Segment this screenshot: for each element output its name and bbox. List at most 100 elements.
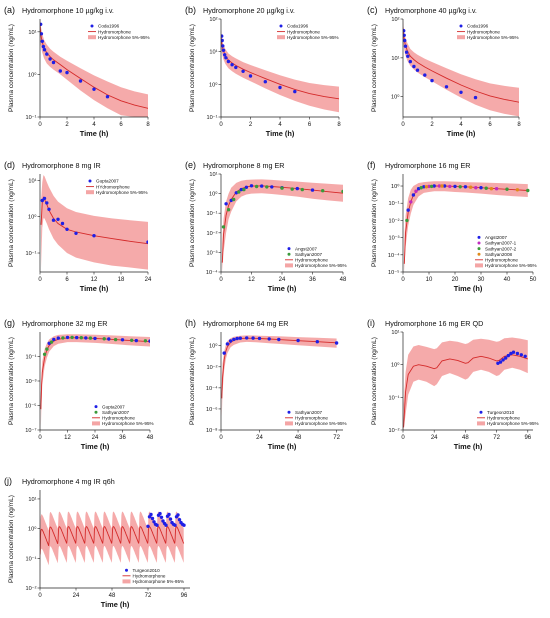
legend: Gupta2007Sathyan2007HydromorphoneHydromo…: [92, 404, 154, 426]
data-point-gupta2007: [148, 339, 150, 343]
y-axis-label: Plasma concentration (ng/mL): [189, 337, 196, 425]
y-tick-label: 10¹: [391, 56, 399, 62]
legend-marker: [477, 252, 481, 256]
data-point-sathyan2007-1: [494, 187, 499, 191]
data-point-turgeon2010: [158, 511, 162, 516]
y-tick-label: 10⁻⁴: [388, 252, 400, 259]
panel-i: (i) Hydromorphone 16 mg ER QD 0 24 48 72 96 10⁻…: [367, 318, 539, 451]
legend-label: Sathyan2007: [295, 410, 323, 415]
x-tick-label: 2: [249, 122, 253, 128]
panel-c: (c) Hydromorphone 40 µg/kg i.v. 0 2 4 6 8 10⁰ 10…: [367, 5, 521, 138]
data-point-turgeon2010: [152, 520, 156, 524]
data-point-coda1996: [415, 68, 420, 72]
data-point-sathyan2007: [225, 342, 230, 346]
data-point-sathyan2008: [424, 185, 429, 189]
chart-title: Hydromorphone 40 µg/kg i.v.: [385, 6, 477, 15]
data-point-angst2007: [249, 184, 254, 188]
x-tick-label: 4: [92, 122, 96, 128]
data-point-coda1996: [248, 74, 253, 78]
model-median-line: [40, 24, 148, 109]
data-point-sathyan2007: [254, 184, 259, 189]
legend: Angst2007Sathyan2007HydromorphoneHydromo…: [285, 246, 347, 268]
data-point-angst2007: [416, 187, 421, 191]
legend-label: Coda1996: [467, 24, 489, 29]
y-tick-label: 10⁻¹: [25, 556, 36, 562]
chart-title: Hydromorphone 4 mg IR q6h: [22, 477, 115, 486]
data-point-sathyan2007: [88, 336, 93, 340]
x-tick-label: 0: [38, 593, 42, 599]
legend-band: [92, 421, 100, 426]
y-axis-label: Plasma concentration (ng/mL): [8, 337, 15, 425]
data-point-sathyan2007: [315, 340, 319, 344]
data-point-sathyan2007-1: [437, 184, 442, 188]
y-axis-label: Plasma concentration (ng/mL): [8, 24, 15, 112]
data-point-angst2007: [270, 185, 274, 189]
x-tick-label: 48: [109, 593, 116, 599]
x-axis-label: Time (h): [266, 129, 295, 138]
x-tick-label: 0: [38, 435, 42, 441]
panel-letter: (e): [185, 160, 196, 170]
y-tick-label: 10⁻¹: [25, 355, 36, 361]
y-axis-label: Plasma concentration (ng/mL): [371, 337, 378, 425]
x-tick-label: 8: [146, 122, 150, 128]
x-axis-label: Time (h): [80, 284, 109, 293]
data-point-turgeon2010: [167, 512, 171, 517]
legend-label: Gupta2007: [96, 179, 119, 184]
data-point-sathyan2007: [113, 337, 118, 342]
y-tick-label: 10¹: [391, 330, 399, 336]
panel-letter: (a): [4, 5, 15, 15]
data-point-sathyan2007: [251, 336, 255, 340]
x-tick-label: 6: [488, 122, 492, 128]
x-tick-label: 0: [401, 277, 405, 283]
legend-label: Hydromorphone: [295, 258, 328, 263]
x-tick-label: 0: [38, 122, 42, 128]
ci-band-5-95: [221, 30, 339, 113]
y-tick-label: 10⁻²: [388, 218, 399, 224]
y-tick-label: 10⁻¹: [206, 115, 217, 121]
data-point-angst2007: [310, 188, 315, 192]
y-tick-label: 10⁻²: [206, 365, 217, 371]
data-point-sathyan2007: [341, 189, 343, 194]
legend-label: Hydromorphone: [485, 258, 518, 263]
y-tick-label: 10⁰: [209, 191, 218, 198]
legend-marker: [287, 247, 291, 251]
data-point-gupta2007: [75, 335, 79, 340]
x-tick-label: 10: [426, 277, 433, 283]
data-point-sathyan2007: [45, 347, 49, 351]
legend-marker: [479, 410, 483, 414]
data-point-coda1996: [41, 44, 46, 49]
y-tick-label: 10⁻⁷: [25, 427, 36, 434]
y-tick-label: 10⁰: [391, 183, 400, 190]
panel-e: (e) Hydromorphone 8 mg ER 0 12 24 36 48 10⁻⁴ 10⁻…: [185, 160, 347, 293]
panel-letter: (f): [367, 160, 376, 170]
plot-region: [40, 334, 150, 427]
legend-band: [475, 263, 483, 268]
x-tick-label: 50: [530, 277, 537, 283]
data-point-coda1996: [40, 39, 44, 43]
data-point-sathyan2007: [321, 189, 325, 193]
chart-title: Hydromorphone 16 mg ER QD: [385, 319, 483, 328]
data-point-gupta2007: [56, 336, 60, 340]
data-point-angst2007: [422, 185, 426, 189]
data-point-angst2007: [295, 186, 299, 191]
data-point-turgeon2010: [509, 351, 513, 356]
data-point-sathyan2007: [232, 197, 236, 202]
panel-f: (f) Hydromorphone 16 mg ER 0 10 20 30 40 50 10⁻⁵…: [367, 160, 537, 293]
y-tick-label: 10⁻¹: [25, 115, 36, 121]
y-axis-label: Plasma concentration (ng/mL): [371, 179, 378, 267]
plot-region: [40, 19, 148, 117]
data-point-coda1996: [234, 65, 238, 70]
panel-letter: (d): [4, 160, 15, 170]
x-tick-label: 18: [118, 277, 125, 283]
x-tick-label: 30: [478, 277, 485, 283]
data-point-coda1996: [223, 53, 227, 57]
x-tick-label: 12: [64, 435, 71, 441]
x-tick-label: 72: [145, 593, 152, 599]
data-point-turgeon2010: [146, 524, 150, 528]
legend-marker: [94, 410, 98, 414]
y-tick-label: 10⁻¹: [388, 201, 399, 207]
data-point-angst2007: [239, 187, 243, 192]
